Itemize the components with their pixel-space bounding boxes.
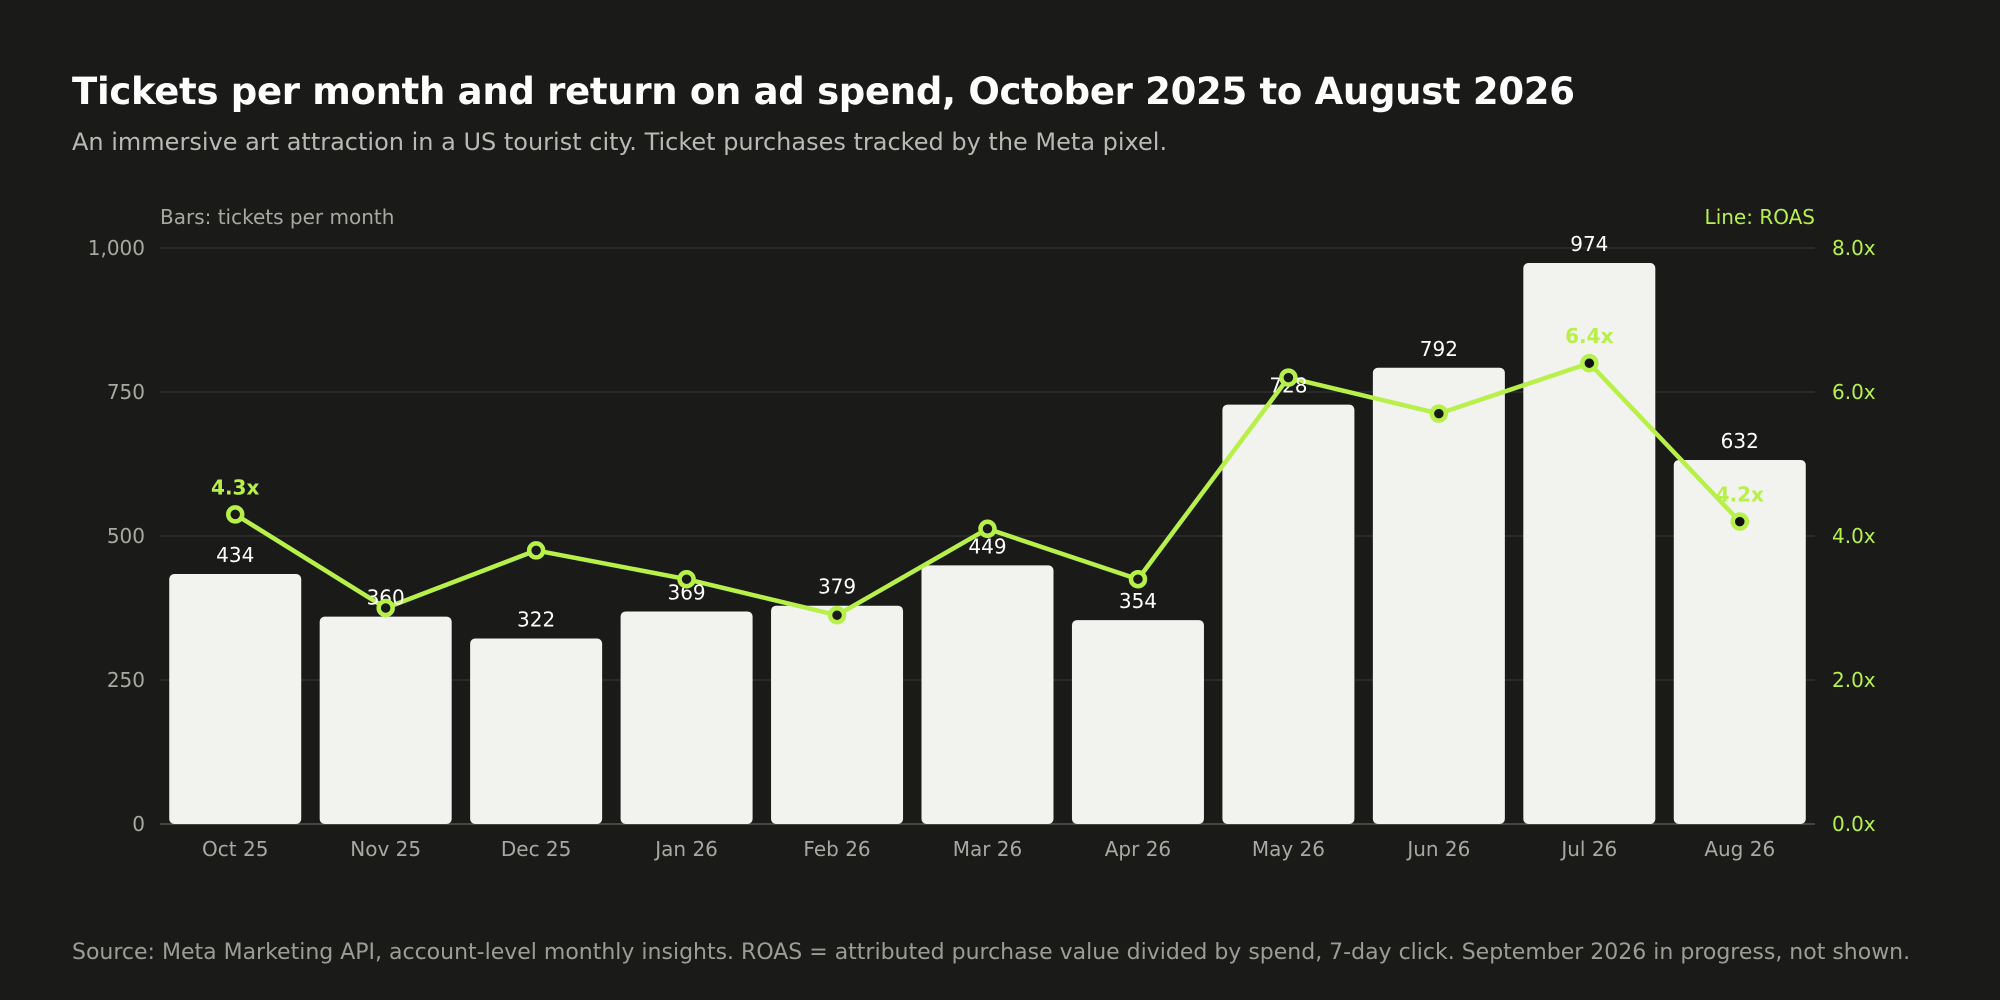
- y-tick-label: 1,000: [88, 236, 145, 260]
- x-tick-label: Apr 26: [1105, 837, 1171, 861]
- roas-marker: [1279, 368, 1298, 387]
- x-tick-label: Oct 25: [202, 837, 268, 861]
- bar-value-label: 354: [1119, 589, 1157, 613]
- x-tick-label: Mar 26: [953, 837, 1023, 861]
- chart-title: Tickets per month and return on ad spend…: [72, 70, 1575, 113]
- y2-tick-label: 2.0x: [1832, 668, 1876, 692]
- source-note: Source: Meta Marketing API, account-leve…: [72, 940, 1911, 965]
- y2-tick-label: 6.0x: [1832, 380, 1876, 404]
- y-tick-label: 500: [107, 524, 145, 548]
- y2-tick-label: 8.0x: [1832, 236, 1876, 260]
- bar-value-label: 632: [1721, 429, 1759, 453]
- x-tick-label: Aug 26: [1704, 837, 1775, 861]
- bar: [1372, 367, 1505, 824]
- y-tick-label: 250: [107, 668, 145, 692]
- x-tick-label: Dec 25: [501, 837, 572, 861]
- roas-marker: [827, 605, 847, 625]
- bar-value-label: 322: [517, 608, 555, 632]
- roas-annotation: 4.3x: [211, 475, 259, 499]
- x-tick-label: Jun 26: [1405, 837, 1470, 861]
- x-tick-label: May 26: [1252, 837, 1325, 861]
- bar-value-label: 379: [818, 575, 856, 599]
- right-axis-label: Line: ROAS: [1705, 205, 1815, 229]
- x-tick-label: Nov 25: [350, 837, 421, 861]
- roas-marker: [1730, 512, 1750, 531]
- x-tick-label: Jul 26: [1559, 837, 1617, 861]
- bar: [169, 574, 302, 824]
- bar-value-label: 974: [1570, 232, 1608, 256]
- bar-value-label: 449: [968, 534, 1006, 558]
- roas-marker: [1128, 569, 1148, 589]
- roas-annotation: 6.4x: [1565, 324, 1613, 348]
- y2-tick-label: 4.0x: [1832, 524, 1876, 548]
- bar-value-label: 792: [1420, 337, 1458, 361]
- bar: [1222, 404, 1355, 824]
- y-tick-label: 750: [107, 380, 145, 404]
- y2-tick-label: 0.0x: [1832, 812, 1876, 836]
- bar: [1523, 262, 1656, 824]
- bar: [470, 638, 603, 824]
- bar: [1071, 620, 1204, 824]
- roas-marker: [376, 598, 395, 618]
- roas-marker: [677, 569, 696, 589]
- left-axis-label: Bars: tickets per month: [160, 205, 394, 229]
- roas-marker: [1580, 353, 1599, 373]
- x-tick-label: Jan 26: [653, 837, 718, 861]
- chart-subtitle: An immersive art attraction in a US tour…: [72, 128, 1168, 156]
- y-tick-label: 0: [132, 812, 145, 836]
- bar: [921, 565, 1054, 824]
- roas-marker: [978, 519, 997, 539]
- x-tick-label: Feb 26: [803, 837, 870, 861]
- roas-marker: [1429, 404, 1449, 423]
- bar: [319, 616, 452, 824]
- roas-marker: [526, 541, 546, 560]
- roas-marker: [225, 505, 245, 524]
- roas-annotation: 4.2x: [1716, 483, 1764, 507]
- bar: [771, 605, 904, 824]
- bar: [620, 611, 753, 824]
- bar: [1673, 459, 1806, 824]
- bar-value-label: 434: [216, 543, 254, 567]
